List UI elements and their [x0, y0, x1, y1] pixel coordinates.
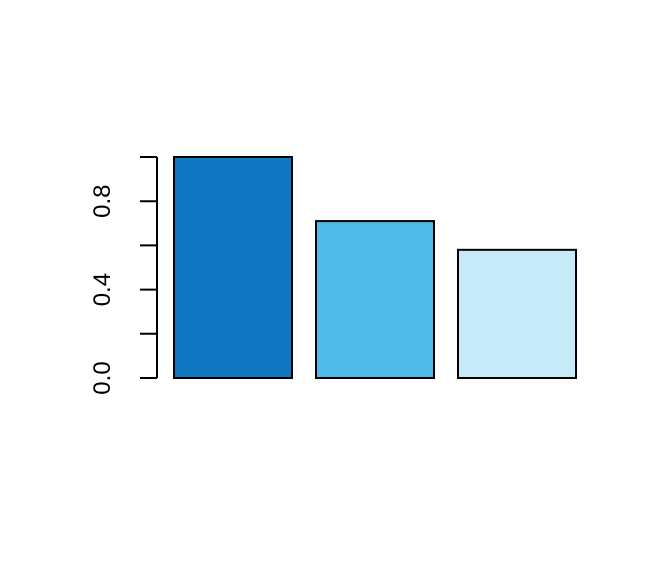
bar-3	[457, 248, 577, 379]
bar-2	[315, 220, 435, 379]
y-tick-label: 0.8	[89, 185, 116, 218]
y-tick-label: 0.0	[89, 361, 116, 394]
bars-group	[173, 156, 577, 379]
y-axis: 0.0 0.4 0.8	[89, 156, 158, 395]
y-tick-label: 0.4	[89, 273, 116, 306]
bar-1	[173, 156, 293, 379]
